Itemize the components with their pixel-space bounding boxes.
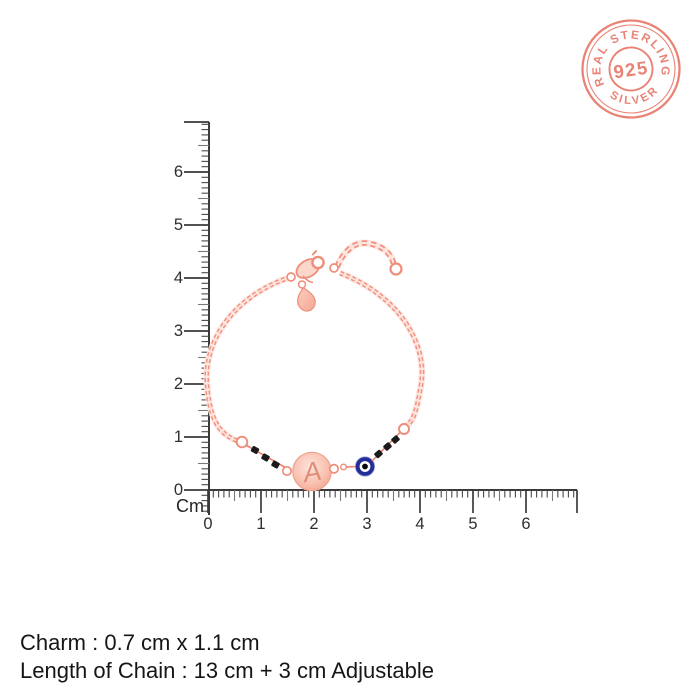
clasp-junction-ring xyxy=(329,263,339,273)
chain-right-arc xyxy=(338,269,426,430)
v-label-1: 1 xyxy=(174,428,183,446)
extender-end-ring xyxy=(389,262,403,276)
jump-ring xyxy=(281,465,293,477)
v-label-5: 5 xyxy=(174,216,183,234)
jump-ring xyxy=(328,463,340,474)
bead-segment-left xyxy=(235,435,293,477)
v-label-3: 3 xyxy=(174,322,183,340)
v-label-4: 4 xyxy=(174,269,183,287)
lobster-clasp xyxy=(286,250,339,284)
h-label-0: 0 xyxy=(203,515,212,533)
h-label-3: 3 xyxy=(362,515,371,533)
caption-charm-size: Charm : 0.7 cm x 1.1 cm xyxy=(20,630,260,655)
black-bead xyxy=(250,445,260,455)
v-label-2: 2 xyxy=(174,375,183,393)
stamp-inner-ring xyxy=(586,24,676,114)
product-dimensions-caption: Charm : 0.7 cm x 1.1 cm Length of Chain … xyxy=(20,629,434,685)
h-label-6: 6 xyxy=(521,515,530,533)
jump-ring xyxy=(398,423,410,435)
extender-chain xyxy=(333,239,403,276)
h-label-2: 2 xyxy=(309,515,318,533)
evil-eye-pupil xyxy=(362,463,368,470)
initial-charm-disc: A xyxy=(292,451,348,492)
v-label-6: 6 xyxy=(174,163,183,181)
teardrop-tag xyxy=(297,280,316,312)
black-bead xyxy=(374,449,383,459)
vertical-ruler-labels: 0 1 2 3 4 5 6 xyxy=(174,163,183,499)
teardrop-ring xyxy=(297,280,307,289)
h-label-5: 5 xyxy=(468,515,477,533)
bracelet: A xyxy=(203,239,426,492)
black-bead xyxy=(383,442,392,451)
jump-ring xyxy=(340,463,348,471)
ruler-tick-lines xyxy=(184,121,578,515)
clasp-claw-loop xyxy=(311,255,325,270)
caption-chain-length: Length of Chain : 13 cm + 3 cm Adjustabl… xyxy=(20,658,434,683)
teardrop-shape xyxy=(297,287,316,312)
h-label-1: 1 xyxy=(256,515,265,533)
jump-ring xyxy=(235,435,249,449)
measurement-rulers: 0 1 2 3 4 5 6 0 1 2 3 4 5 6 Cm xyxy=(174,121,578,533)
clasp-trigger xyxy=(302,275,314,284)
horizontal-ruler-labels: 0 1 2 3 4 5 6 xyxy=(203,515,530,533)
sterling-silver-stamp: REAL STERLING SILVER 925 xyxy=(581,19,681,119)
black-bead xyxy=(391,435,400,444)
bead-segment-right xyxy=(371,423,410,462)
h-label-4: 4 xyxy=(415,515,424,533)
black-bead xyxy=(271,460,280,469)
ruler-unit-label: Cm xyxy=(176,496,204,516)
clasp-tail-ring xyxy=(286,272,296,282)
stamp-center-text: 925 xyxy=(612,57,650,83)
clasp-tip xyxy=(312,250,317,256)
stamp-center-ring xyxy=(608,46,654,92)
evil-eye-bead xyxy=(354,456,375,477)
chain-left-arc xyxy=(203,273,293,445)
v-label-0: 0 xyxy=(174,481,183,499)
stamp-outer-ring xyxy=(581,19,681,119)
black-bead xyxy=(261,453,270,462)
